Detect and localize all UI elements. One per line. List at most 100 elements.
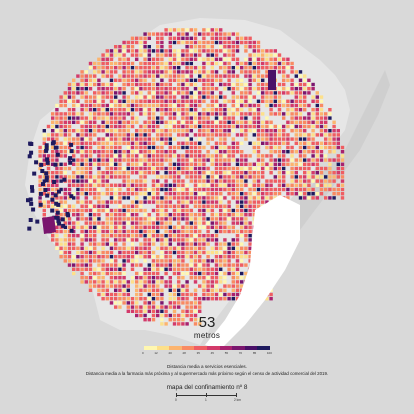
city-block	[214, 192, 219, 196]
city-block	[118, 250, 122, 255]
city-block	[235, 208, 240, 213]
city-block	[139, 246, 143, 250]
city-block	[84, 116, 88, 120]
city-block	[147, 305, 151, 309]
city-block	[185, 40, 189, 45]
city-block	[340, 187, 345, 192]
city-block	[210, 45, 214, 49]
city-block	[210, 129, 214, 133]
city-block	[193, 133, 198, 137]
city-block	[114, 91, 118, 95]
city-block	[80, 234, 84, 238]
city-block	[93, 284, 97, 288]
city-block	[240, 187, 244, 192]
city-block	[248, 61, 252, 66]
city-block	[57, 189, 61, 194]
city-block	[88, 99, 93, 103]
city-block	[147, 36, 151, 40]
city-block	[156, 99, 160, 103]
city-block	[67, 204, 72, 208]
city-block	[177, 28, 181, 32]
city-block	[193, 322, 198, 326]
city-block	[105, 213, 109, 217]
city-block	[231, 32, 235, 36]
city-block	[101, 284, 105, 288]
city-block	[336, 187, 340, 192]
city-block	[122, 103, 126, 108]
city-block	[135, 234, 139, 238]
legend-color-bar	[144, 346, 270, 350]
city-block	[256, 166, 261, 171]
city-block	[214, 259, 219, 263]
city-block	[80, 74, 84, 78]
city-block	[51, 187, 55, 192]
city-block	[202, 263, 206, 267]
city-block	[219, 28, 223, 32]
city-block	[256, 99, 261, 103]
city-block	[156, 103, 160, 108]
city-block	[185, 49, 189, 53]
city-block	[164, 255, 168, 259]
city-block	[252, 133, 256, 137]
city-block	[72, 141, 76, 145]
city-block	[76, 200, 80, 204]
city-block	[319, 112, 324, 116]
city-block	[223, 74, 227, 78]
city-block	[248, 40, 252, 45]
city-block	[67, 95, 72, 99]
city-block	[235, 175, 240, 179]
city-block	[189, 141, 193, 145]
city-block	[248, 171, 252, 175]
city-block	[286, 66, 290, 70]
city-block	[198, 276, 202, 280]
city-block	[122, 112, 126, 116]
city-block	[122, 263, 126, 267]
city-block	[214, 162, 219, 166]
city-block	[181, 284, 185, 288]
city-block	[97, 137, 101, 141]
city-block	[160, 137, 164, 141]
city-block	[93, 82, 97, 87]
city-block	[198, 99, 202, 103]
city-block	[147, 162, 151, 166]
city-block	[118, 171, 122, 175]
city-block	[109, 242, 114, 246]
city-block	[88, 78, 93, 82]
city-block	[282, 99, 286, 103]
city-block	[185, 238, 189, 242]
legend-swatch	[156, 346, 170, 350]
city-block	[151, 179, 156, 183]
city-block	[193, 112, 198, 116]
city-block	[235, 108, 240, 112]
city-block	[122, 288, 126, 292]
city-block	[97, 166, 101, 171]
city-block	[198, 116, 202, 120]
city-block	[139, 166, 143, 171]
city-block	[26, 198, 30, 203]
city-block	[135, 36, 139, 40]
city-block	[185, 137, 189, 141]
city-block	[63, 162, 67, 166]
city-block	[114, 246, 118, 250]
city-block	[143, 145, 147, 150]
city-block	[72, 91, 76, 95]
city-block	[76, 250, 80, 255]
city-block	[67, 99, 72, 103]
city-block	[252, 95, 256, 99]
city-block	[135, 87, 139, 91]
city-block	[101, 129, 105, 133]
city-block	[93, 246, 97, 250]
city-block	[151, 32, 156, 36]
city-block	[151, 78, 156, 82]
city-block	[55, 183, 59, 187]
city-block	[256, 103, 261, 108]
city-block	[118, 255, 122, 259]
city-block	[185, 263, 189, 267]
city-block	[118, 150, 122, 154]
city-block	[168, 171, 172, 175]
city-block	[147, 200, 151, 204]
city-block	[227, 61, 231, 66]
city-block	[88, 238, 93, 242]
city-block	[231, 292, 235, 297]
city-block	[290, 103, 294, 108]
